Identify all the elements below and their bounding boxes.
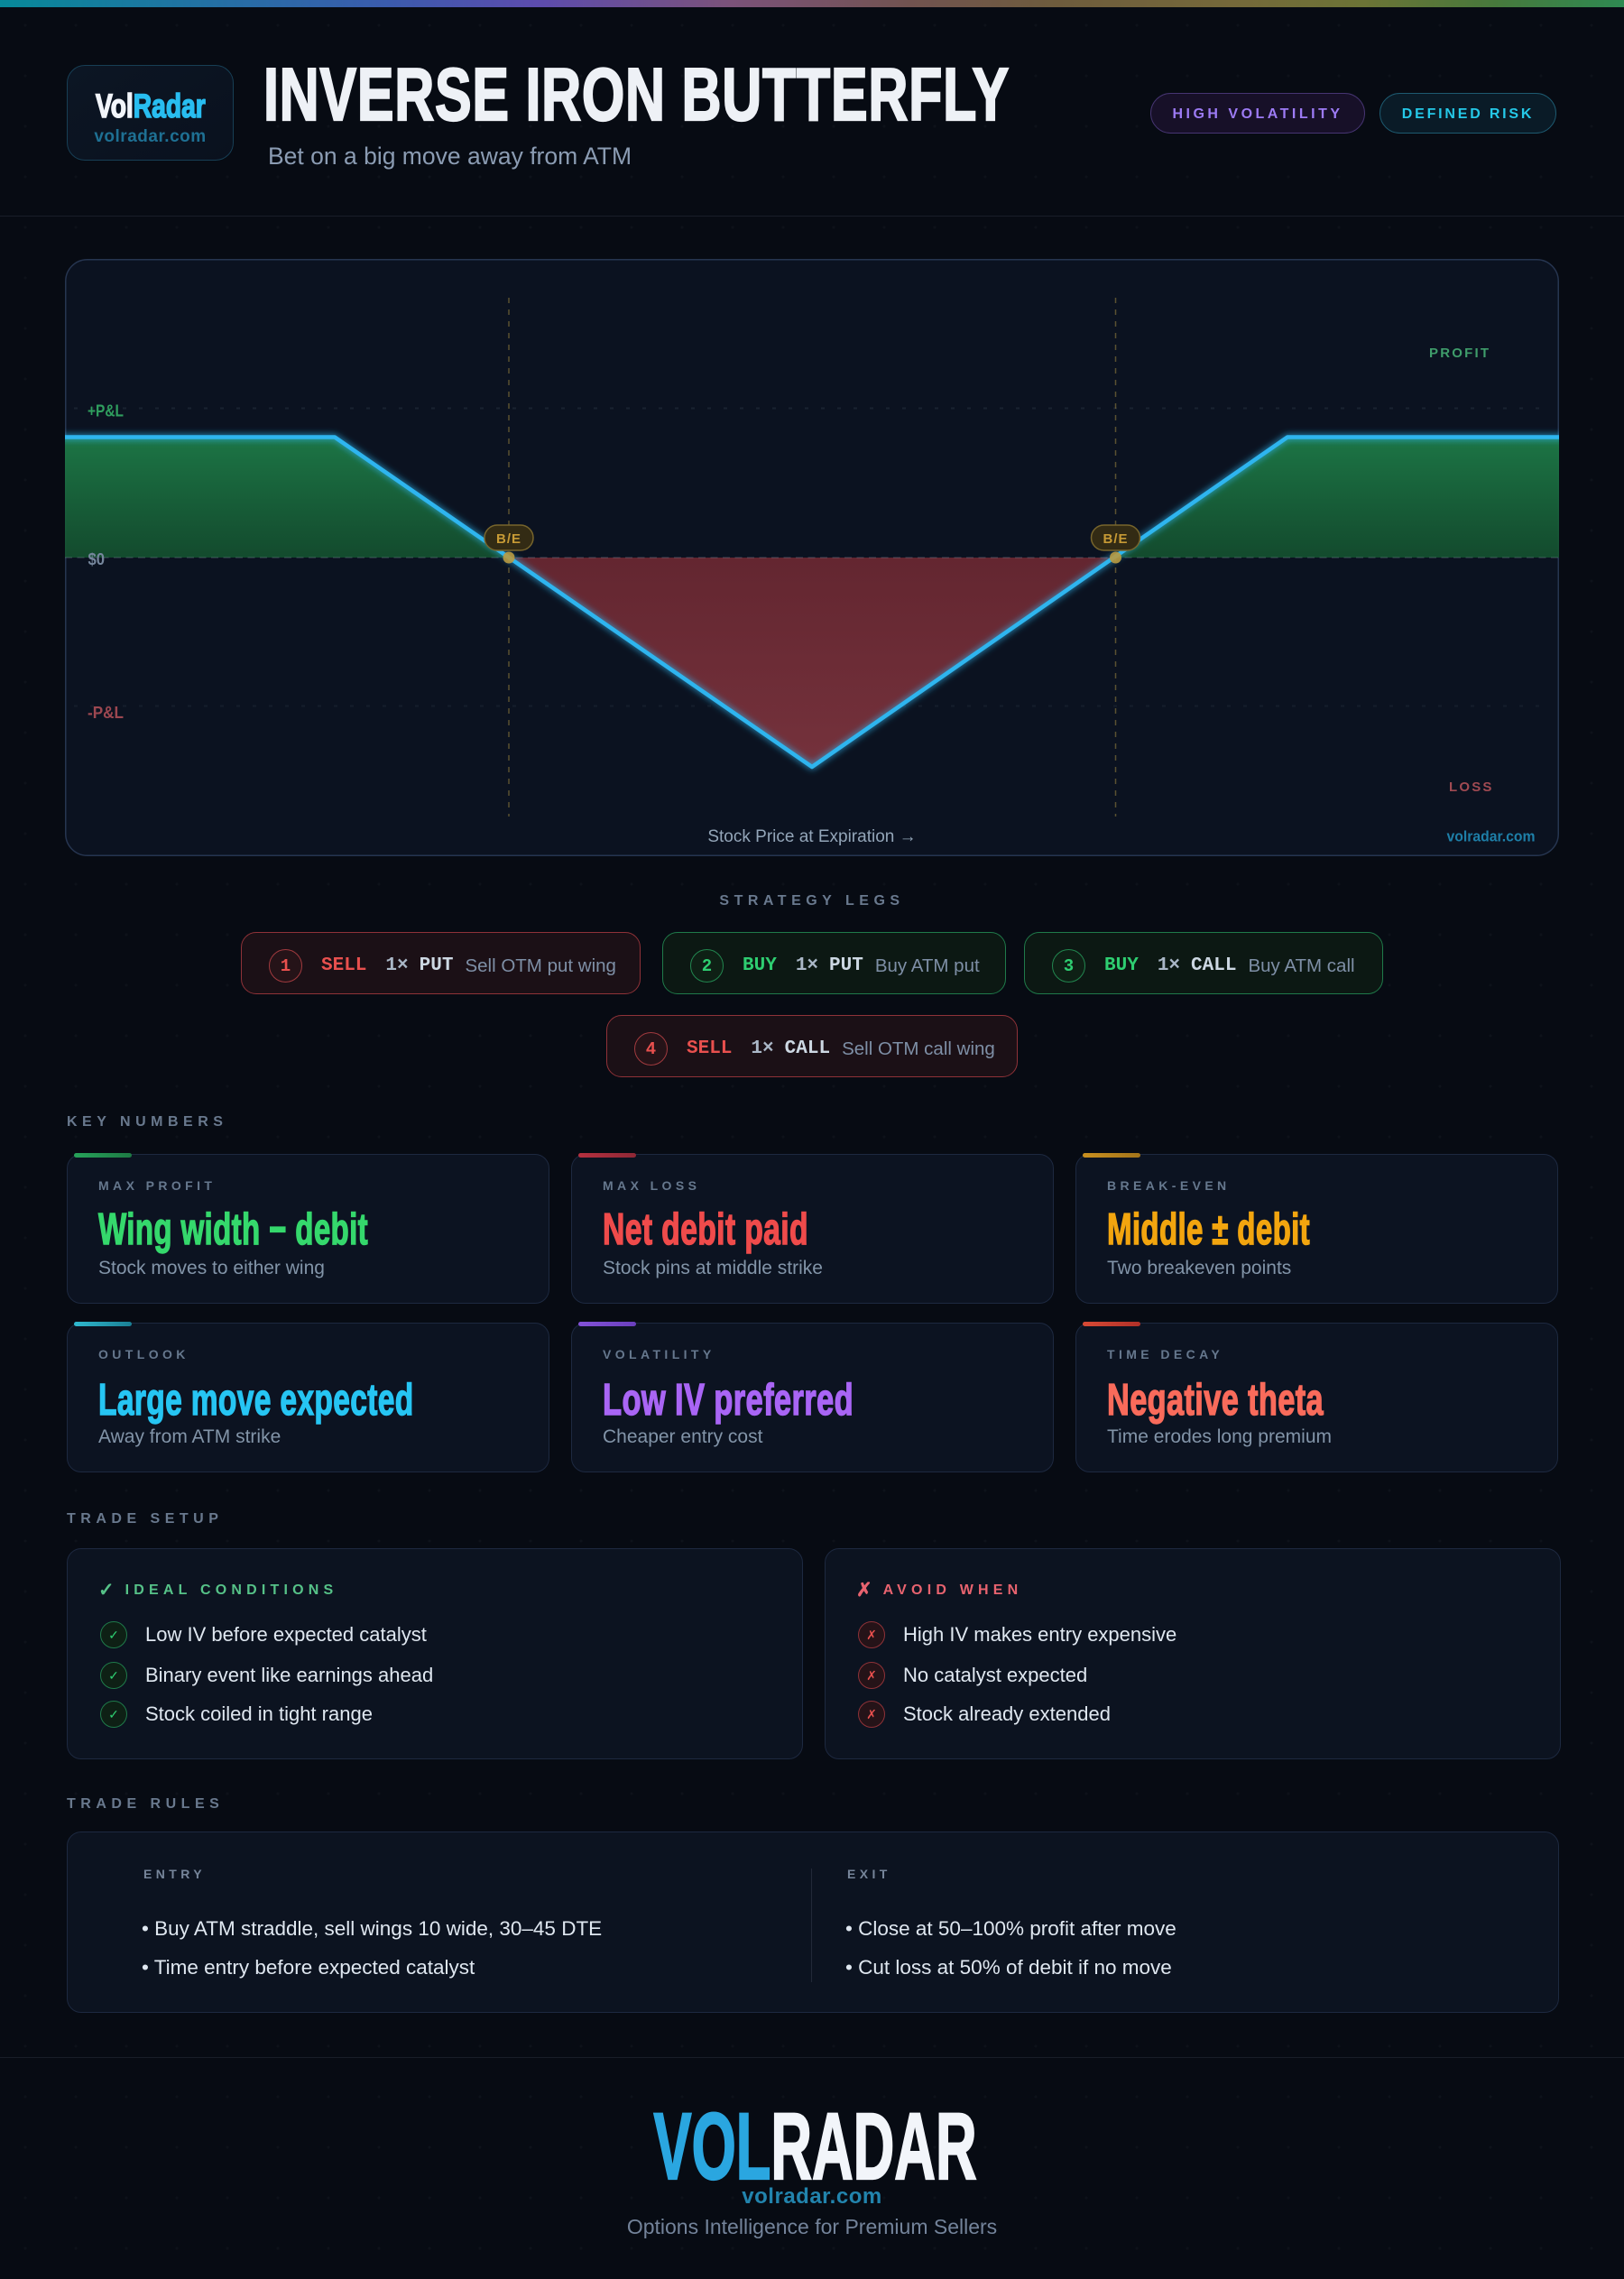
svg-text:-P&L: -P&L xyxy=(88,703,124,722)
svg-text:+P&L: +P&L xyxy=(88,401,124,420)
svg-text:B/E: B/E xyxy=(1103,531,1128,547)
svg-text:LOSS: LOSS xyxy=(1449,780,1494,795)
svg-text:Stock Price at Expiration →: Stock Price at Expiration → xyxy=(707,827,916,846)
svg-text:PROFIT: PROFIT xyxy=(1429,346,1490,361)
svg-text:B/E: B/E xyxy=(496,531,521,547)
svg-text:$0: $0 xyxy=(88,550,106,568)
svg-text:volradar.com: volradar.com xyxy=(1447,828,1536,845)
